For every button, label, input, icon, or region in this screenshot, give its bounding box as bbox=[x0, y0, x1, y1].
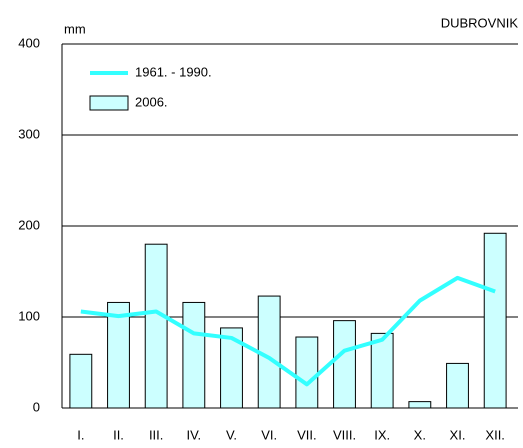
y-tick-label: 300 bbox=[18, 126, 40, 141]
bar bbox=[408, 401, 432, 409]
x-tick-label: X. bbox=[414, 427, 426, 442]
legend-swatch bbox=[89, 95, 129, 111]
y-tick-label: 200 bbox=[18, 217, 40, 232]
bar bbox=[144, 243, 168, 409]
bar bbox=[220, 327, 243, 409]
bar bbox=[69, 353, 93, 409]
legend-label: 2006. bbox=[135, 94, 168, 109]
y-axis-label: mm bbox=[64, 21, 86, 36]
y-tick-label: 400 bbox=[18, 35, 40, 50]
x-tick-label: VI. bbox=[261, 427, 277, 442]
bar bbox=[295, 336, 319, 409]
x-tick-label: IV. bbox=[186, 427, 201, 442]
legend-label: 1961. - 1990. bbox=[135, 64, 212, 79]
x-tick-label: VII. bbox=[297, 427, 317, 442]
bar bbox=[483, 232, 507, 409]
bar bbox=[446, 362, 469, 409]
x-tick-label: IX. bbox=[374, 427, 390, 442]
x-tick-label: VIII. bbox=[333, 427, 356, 442]
x-tick-label: XII. bbox=[485, 427, 505, 442]
x-tick-label: I. bbox=[77, 427, 84, 442]
bar bbox=[182, 301, 206, 409]
bar bbox=[107, 301, 130, 409]
bar bbox=[370, 332, 394, 409]
x-tick-label: II. bbox=[113, 427, 124, 442]
chart-title: DUBROVNIK bbox=[441, 15, 519, 30]
y-tick-label: 100 bbox=[18, 308, 40, 323]
line bbox=[80, 275, 496, 387]
x-tick-label: III. bbox=[149, 427, 163, 442]
x-tick-label: V. bbox=[226, 427, 237, 442]
x-tick-label: XI. bbox=[450, 427, 466, 442]
bar bbox=[333, 320, 356, 409]
y-tick-label: 0 bbox=[33, 399, 40, 414]
